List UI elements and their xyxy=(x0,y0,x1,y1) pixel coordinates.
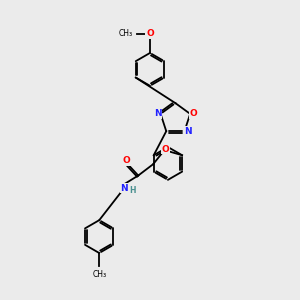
Text: O: O xyxy=(189,109,197,118)
Text: O: O xyxy=(146,29,154,38)
Text: O: O xyxy=(161,145,169,154)
Text: CH₃: CH₃ xyxy=(92,270,106,279)
Text: H: H xyxy=(129,186,136,195)
Text: N: N xyxy=(120,184,128,193)
Text: CH₃: CH₃ xyxy=(119,29,133,38)
Text: O: O xyxy=(122,156,130,165)
Text: N: N xyxy=(184,127,191,136)
Text: N: N xyxy=(154,109,161,118)
